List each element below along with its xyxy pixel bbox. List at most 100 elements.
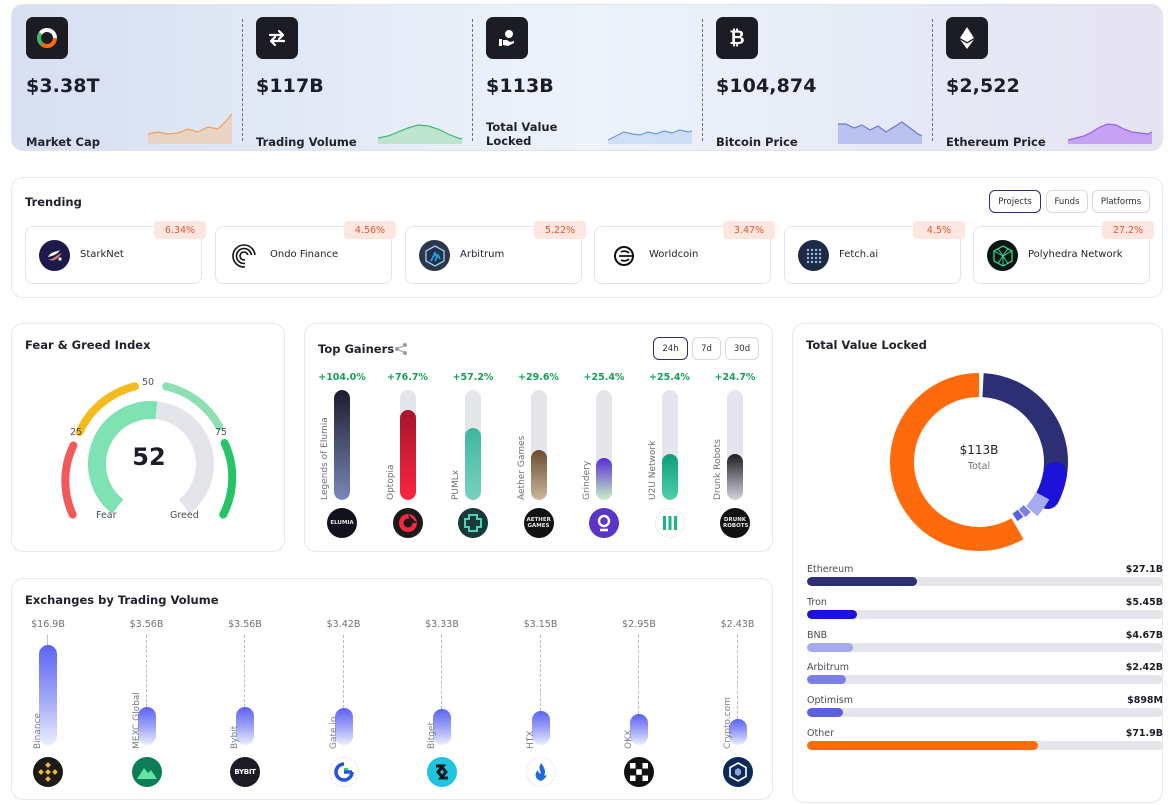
exchange-item[interactable]: $3.15B HTX bbox=[511, 619, 571, 791]
tvl-donut-segment[interactable] bbox=[890, 373, 1024, 551]
exchange-guide-line bbox=[638, 635, 639, 714]
tab-24h[interactable]: 24h bbox=[653, 337, 688, 360]
exchange-item[interactable]: $3.42B Gate.io bbox=[314, 619, 374, 791]
tvl-donut-segment[interactable] bbox=[1018, 505, 1031, 518]
gainer-logo-text: DRUNK ROBOTS bbox=[723, 517, 749, 529]
tvl-bar-track bbox=[807, 577, 1163, 586]
hand-coin-icon bbox=[486, 17, 528, 59]
trending-item-name: StarkNet bbox=[80, 249, 124, 260]
stat-market-cap[interactable]: $3.38T Market Cap bbox=[12, 17, 237, 149]
tvl-row[interactable]: Arbitrum $2.42B bbox=[807, 662, 1163, 688]
gainer-item[interactable]: +57.2% PUMLx bbox=[451, 372, 493, 542]
tvl-row[interactable]: Optimism $898M bbox=[807, 695, 1163, 721]
exchange-logo-icon bbox=[722, 757, 753, 787]
tvl-row[interactable]: Tron $5.45B bbox=[807, 597, 1163, 623]
tvl-bar-track bbox=[807, 741, 1163, 750]
gainer-item[interactable]: +29.6% Aether Games AETHER GAMES bbox=[517, 372, 559, 542]
trending-item-polyhedra[interactable]: Polyhedra Network 27.2% bbox=[973, 221, 1154, 284]
exchange-volume: $3.15B bbox=[523, 619, 558, 630]
exchange-item[interactable]: $3.56B MEXC Global bbox=[117, 619, 177, 791]
arbitrum-logo-icon bbox=[419, 240, 450, 271]
exchange-name: HTX bbox=[525, 730, 536, 749]
stat-ethereum-price[interactable]: $2,522 Ethereum Price bbox=[932, 17, 1157, 149]
exchange-logo-icon bbox=[624, 757, 654, 787]
gainer-name: PUMLx bbox=[451, 469, 461, 500]
tvl-bar-track bbox=[807, 675, 1163, 685]
trending-item-name: Arbitrum bbox=[460, 249, 505, 260]
tvl-donut-segment[interactable] bbox=[1026, 492, 1050, 517]
exchange-volume: $2.43B bbox=[720, 619, 755, 630]
trending-title: Trending bbox=[25, 195, 82, 209]
exchange-item[interactable]: $3.33B Bitget bbox=[412, 619, 472, 791]
divider bbox=[932, 19, 933, 141]
stat-label: Bitcoin Price bbox=[716, 135, 798, 149]
gainer-bar-track bbox=[334, 390, 350, 500]
tvl-chain-value: $898M bbox=[1127, 695, 1163, 707]
exchange-item[interactable]: $3.56B Bybit BYBIT bbox=[215, 619, 275, 791]
exchange-item[interactable]: $2.95B OKX bbox=[609, 619, 669, 791]
exchange-name: Bybit bbox=[230, 725, 240, 749]
gainer-item[interactable]: +25.4% U2U Network bbox=[648, 372, 690, 542]
divider bbox=[702, 19, 703, 141]
stat-tvl[interactable]: $113B Total Value Locked bbox=[472, 17, 697, 148]
stat-value: $117B bbox=[256, 75, 324, 97]
gainer-name: Drunk Robots bbox=[713, 439, 723, 500]
exchange-logo-icon bbox=[525, 757, 556, 787]
gainer-name: Legends of Elumia bbox=[320, 417, 330, 500]
exchange-bar bbox=[531, 711, 550, 745]
tab-platforms[interactable]: Platforms bbox=[1092, 190, 1150, 213]
bitcoin-icon: ₿ bbox=[716, 17, 758, 59]
gainer-pct: +57.2% bbox=[452, 372, 494, 383]
top-gainers-title: Top Gainers bbox=[318, 342, 395, 356]
tvl-chain-name: Optimism bbox=[807, 695, 853, 707]
gainer-pct: +29.6% bbox=[518, 372, 559, 383]
trending-item-worldcoin[interactable]: Worldcoin 3.47% bbox=[594, 221, 775, 284]
tvl-bar-track bbox=[807, 642, 1163, 652]
exchange-name: Gate.io bbox=[328, 716, 339, 749]
tvl-donut-segment[interactable] bbox=[981, 373, 1068, 473]
gainer-logo-icon: DRUNK ROBOTS bbox=[720, 508, 750, 538]
exchange-bar bbox=[236, 707, 254, 745]
gainer-bar-track bbox=[661, 390, 678, 500]
gainer-item[interactable]: +24.7% Drunk Robots DRUNK ROBOTS bbox=[713, 372, 755, 542]
exchange-logo-icon bbox=[33, 757, 63, 787]
exchange-name: Bitget bbox=[427, 722, 437, 749]
exchange-item[interactable]: $2.43B Crypto.com bbox=[708, 619, 768, 791]
gainer-item[interactable]: +76.7% Optopia bbox=[386, 372, 428, 542]
exchange-item[interactable]: $16.9B Binance bbox=[18, 619, 78, 791]
exchange-bar bbox=[137, 707, 156, 745]
trending-item-starknet[interactable]: StarkNet 6.34% bbox=[25, 221, 206, 284]
exchange-bar bbox=[630, 714, 648, 745]
tvl-row[interactable]: Other $71.9B bbox=[807, 728, 1163, 754]
gainer-item[interactable]: +25.4% Grindery bbox=[582, 372, 624, 542]
tvl-row[interactable]: Ethereum $27.1B bbox=[807, 564, 1163, 590]
gainer-item[interactable]: +104.0% Legends of Elumia ELUMIA bbox=[318, 372, 366, 542]
gainer-bar-fill bbox=[661, 454, 678, 500]
gainer-bar-fill bbox=[334, 390, 350, 500]
stat-label: Trading Volume bbox=[256, 135, 357, 149]
gainer-bar-fill bbox=[465, 428, 481, 500]
gainer-bar-track bbox=[530, 390, 547, 500]
tvl-donut-segment[interactable] bbox=[1012, 509, 1024, 522]
stat-bitcoin-price[interactable]: ₿ $104,874 Bitcoin Price bbox=[702, 17, 927, 149]
tvl-bar-fill bbox=[807, 675, 847, 685]
divider bbox=[242, 19, 243, 141]
tvl-chain-name: Other bbox=[807, 728, 834, 739]
trending-item-arbitrum[interactable]: Arbitrum 5.22% bbox=[405, 221, 586, 284]
tvl-donut-chart bbox=[890, 373, 1068, 551]
tvl-donut-segment[interactable] bbox=[1035, 462, 1068, 509]
tvl-chain-name: Arbitrum bbox=[807, 662, 849, 674]
tab-7d[interactable]: 7d bbox=[692, 337, 721, 360]
share-icon[interactable] bbox=[394, 341, 408, 360]
trending-item-ondo[interactable]: Ondo Finance 4.56% bbox=[215, 221, 396, 284]
tab-funds[interactable]: Funds bbox=[1046, 190, 1088, 213]
stat-trading-volume[interactable]: $117B Trading Volume bbox=[242, 17, 467, 149]
gainer-logo-icon bbox=[654, 508, 685, 538]
ondo-logo-icon bbox=[229, 240, 260, 271]
trending-item-fetchai[interactable]: Fetch.ai 4.5% bbox=[784, 221, 965, 284]
tab-30d[interactable]: 30d bbox=[725, 337, 759, 360]
exchange-guide-line bbox=[47, 635, 48, 645]
tab-projects[interactable]: Projects bbox=[989, 190, 1041, 213]
stat-value: $3.38T bbox=[26, 75, 100, 97]
tvl-row[interactable]: BNB $4.67B bbox=[807, 630, 1163, 656]
